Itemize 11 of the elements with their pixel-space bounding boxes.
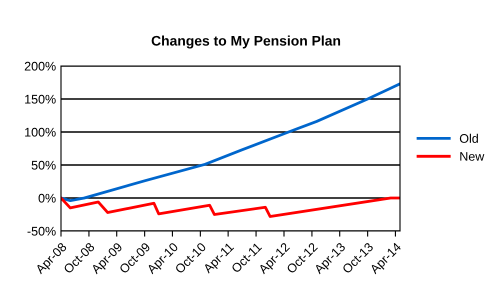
legend-label: Old	[460, 134, 478, 143]
line-series	[61, 82, 400, 202]
y-tick-label: -50%	[28, 226, 56, 236]
y-tick-label: 0%	[38, 194, 56, 203]
y-tick-label: 100%	[25, 128, 56, 137]
y-tick-label: 200%	[24, 62, 56, 71]
y-tick-label: 50%	[32, 160, 56, 170]
legend-label: New	[460, 152, 484, 161]
y-tick-label: 150%	[25, 94, 56, 104]
line-series	[61, 196, 400, 218]
chart-title: Changes to My Pension Plan	[152, 35, 340, 49]
